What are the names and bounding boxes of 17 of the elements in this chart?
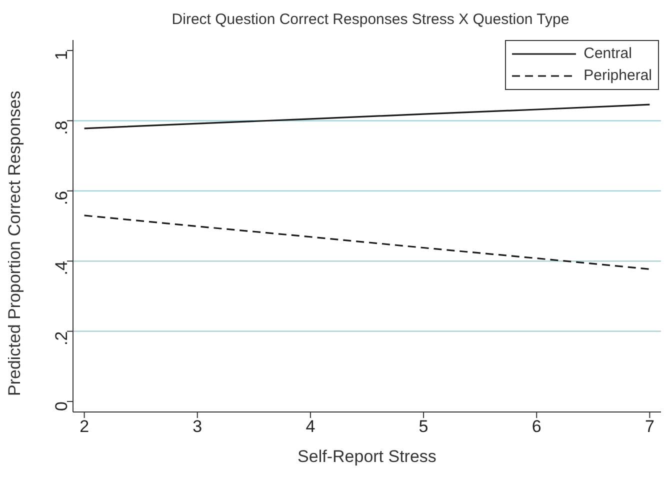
y-tick-label: 0: [52, 401, 72, 411]
y-axis-title: Predicted Proportion Correct Responses: [5, 90, 24, 396]
legend-label: Peripheral: [584, 66, 652, 86]
legend-label: Central: [584, 44, 632, 64]
x-tick-label: 3: [192, 417, 202, 436]
y-tick-label: .6: [52, 190, 72, 206]
x-tick-label: 6: [532, 417, 542, 436]
y-tick-label: .4: [52, 261, 72, 276]
y-tick-label: .8: [52, 120, 72, 135]
x-tick-label: 2: [80, 417, 90, 436]
chart-title: Direct Question Correct Responses Stress X Question Type: [170, 10, 570, 30]
y-tick-label: 1: [52, 50, 72, 60]
x-tick-label: 7: [644, 417, 654, 436]
x-tick-label: 4: [306, 417, 316, 436]
x-tick-label: 5: [418, 417, 428, 436]
x-axis-title: Self-Report Stress: [298, 447, 436, 466]
y-tick-label: .2: [52, 331, 72, 346]
